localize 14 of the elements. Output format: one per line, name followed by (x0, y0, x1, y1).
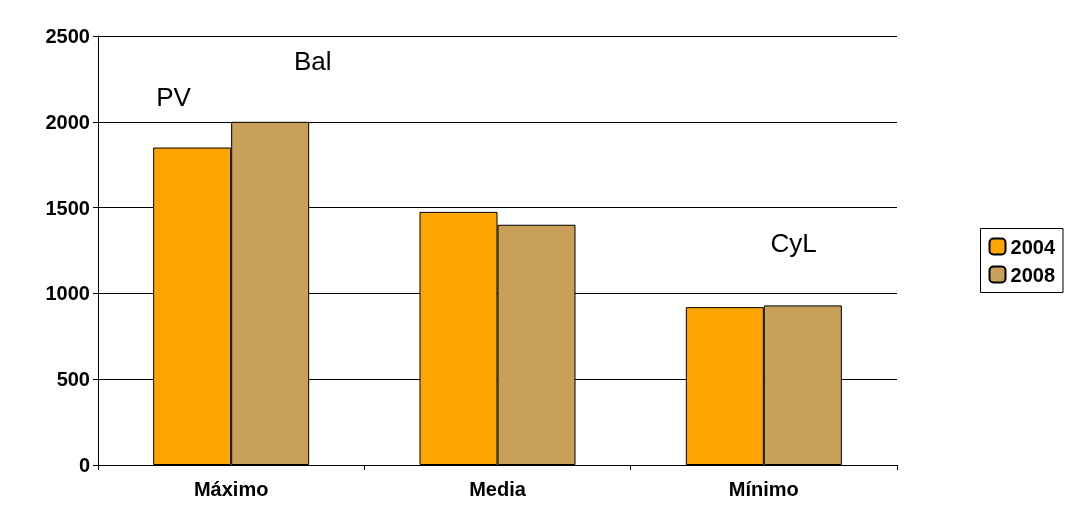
x-tick-label: Mínimo (728, 478, 799, 500)
legend-label: 2004 (1010, 235, 1056, 258)
x-tick-label: Media (469, 478, 527, 500)
y-tick-label: 2000 (45, 110, 90, 133)
annotation: CyL (770, 228, 817, 259)
annotation: PV (156, 81, 192, 112)
y-tick-label: 500 (56, 368, 90, 391)
y-tick-label: 1500 (45, 196, 90, 219)
legend-label: 2008 (1010, 263, 1056, 286)
annotation: Bal (293, 46, 332, 77)
y-tick-label: 2500 (45, 25, 90, 47)
y-tick-label: 0 (78, 454, 90, 476)
x-tick-label: Máximo (193, 478, 269, 500)
y-tick-label: 1000 (45, 282, 90, 305)
